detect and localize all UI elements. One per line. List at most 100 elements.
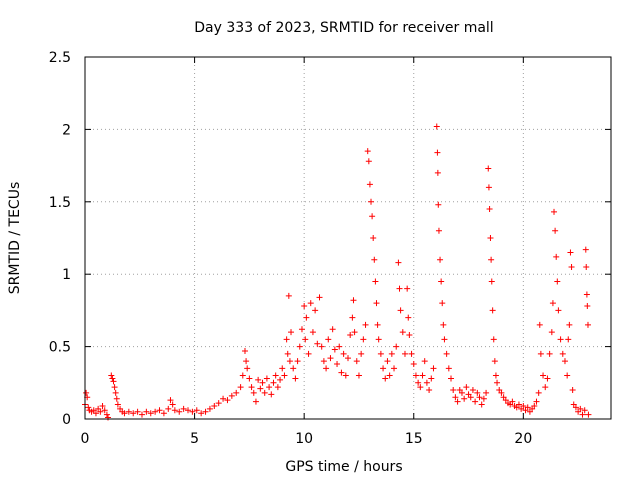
data-point <box>202 408 209 415</box>
data-point <box>417 384 424 391</box>
data-point <box>152 408 159 415</box>
data-point <box>347 332 354 339</box>
data-point <box>362 321 369 328</box>
data-point <box>274 384 281 391</box>
data-point <box>439 300 446 307</box>
data-point <box>83 389 90 396</box>
data-point <box>380 365 387 372</box>
data-point <box>272 372 279 379</box>
data-point <box>325 336 332 343</box>
data-point <box>557 336 564 343</box>
data-point <box>301 303 308 310</box>
data-point <box>169 401 176 408</box>
plot-frame <box>84 56 612 420</box>
data-point <box>285 292 292 299</box>
data-point <box>147 410 154 417</box>
data-point <box>399 329 406 336</box>
data-point <box>237 384 244 391</box>
data-point <box>302 336 309 343</box>
data-point <box>110 378 117 385</box>
x-tick-label: 15 <box>405 431 423 447</box>
data-point <box>103 411 110 418</box>
data-point <box>366 181 373 188</box>
data-point <box>382 375 389 382</box>
data-point <box>338 369 345 376</box>
data-point <box>165 405 172 412</box>
x-tick-label: 20 <box>514 431 532 447</box>
data-point <box>266 384 273 391</box>
data-point <box>486 206 493 213</box>
data-point <box>134 408 141 415</box>
data-point <box>220 395 227 402</box>
data-point <box>334 360 341 367</box>
data-point <box>374 321 381 328</box>
data-point <box>452 394 459 401</box>
data-point <box>536 321 543 328</box>
data-point <box>373 300 380 307</box>
data-point <box>474 389 481 396</box>
data-point <box>438 278 445 285</box>
grid-lines <box>85 57 611 419</box>
y-tick-label: 0.5 <box>49 340 71 356</box>
data-point <box>561 358 568 365</box>
data-point <box>544 375 551 382</box>
data-point <box>405 314 412 321</box>
data-point <box>491 358 498 365</box>
x-tick-label: 5 <box>190 431 199 447</box>
data-point <box>410 360 417 367</box>
data-point <box>551 208 558 215</box>
data-point <box>215 400 222 407</box>
data-point <box>113 395 120 402</box>
data-point <box>406 332 413 339</box>
chart-title: Day 333 of 2023, SRMTID for receiver mal… <box>194 20 493 36</box>
data-point <box>485 165 492 172</box>
data-point <box>327 355 334 362</box>
data-point <box>572 404 579 411</box>
data-point <box>303 314 310 321</box>
data-point <box>435 227 442 234</box>
data-point <box>305 350 312 357</box>
data-point <box>542 384 549 391</box>
data-point <box>369 213 376 220</box>
data-point <box>283 336 290 343</box>
data-point <box>384 358 391 365</box>
data-point <box>111 384 118 391</box>
data-point <box>360 336 367 343</box>
data-point <box>488 256 495 263</box>
data-point <box>281 372 288 379</box>
data-point <box>259 379 266 386</box>
data-point <box>312 307 319 314</box>
data-point <box>533 398 540 405</box>
data-point <box>105 414 112 421</box>
data-point <box>248 384 255 391</box>
data-point <box>372 278 379 285</box>
data-point <box>437 256 444 263</box>
data-point <box>567 249 574 256</box>
data-point <box>224 397 231 404</box>
y-tick-label: 0 <box>62 412 71 428</box>
data-point <box>176 408 183 415</box>
data-point <box>395 259 402 266</box>
data-point <box>92 410 99 417</box>
axis-tick-labels: 0 5 10 15 20 0 0.5 1 1.5 2 2.5 <box>49 50 533 447</box>
data-point <box>114 401 121 408</box>
data-point <box>180 405 187 412</box>
data-point <box>388 350 395 357</box>
data-point <box>509 398 516 405</box>
data-point <box>371 256 378 263</box>
data-point <box>284 350 291 357</box>
data-point <box>552 227 559 234</box>
data-point <box>433 123 440 130</box>
data-point <box>336 343 343 350</box>
data-point <box>167 397 174 404</box>
data-point <box>368 198 375 205</box>
data-point <box>85 404 92 411</box>
data-point <box>370 235 377 241</box>
data-point <box>443 350 450 357</box>
data-point <box>386 372 393 379</box>
data-point <box>290 365 297 372</box>
data-point <box>279 365 286 372</box>
data-point <box>189 408 196 415</box>
